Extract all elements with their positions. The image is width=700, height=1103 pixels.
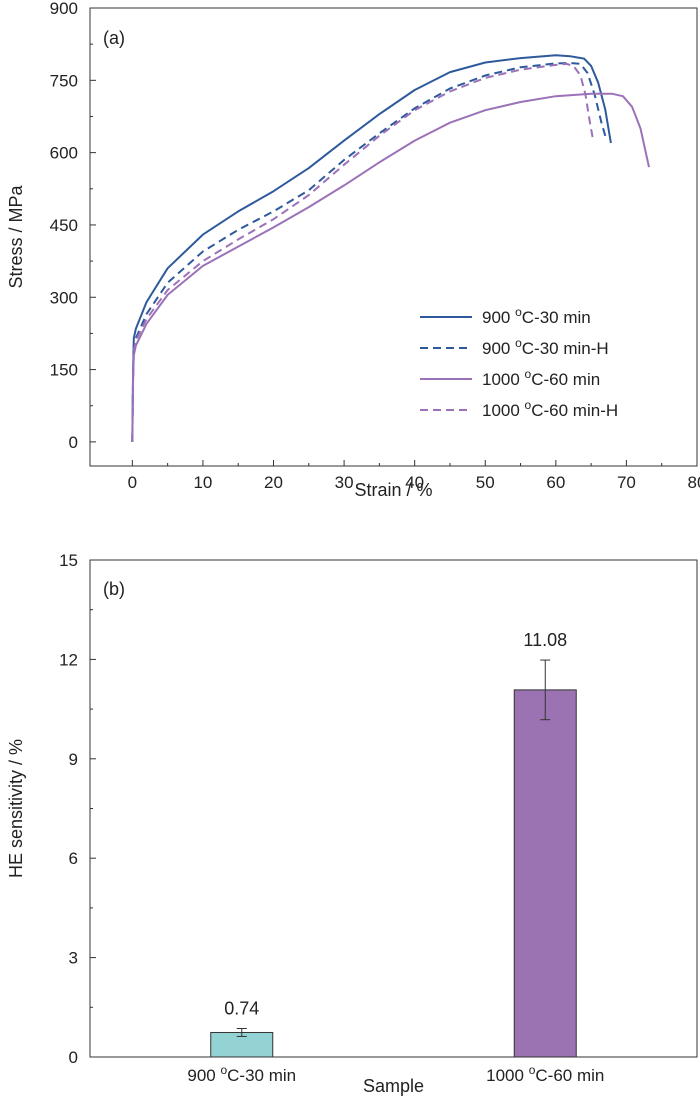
panel-b-category-label-1-part-0: 900 <box>187 1066 220 1085</box>
panel-a-x-tick-label: 50 <box>476 473 495 492</box>
panel-a-legend-label-3-part-1: o <box>525 367 532 381</box>
panel-a-legend-label-2-part-1: o <box>515 336 522 350</box>
panel-b-y-tick-label: 0 <box>69 1048 78 1067</box>
panel-a-legend-label-1-part-1: o <box>515 305 522 319</box>
panel-b-y-tick-label: 12 <box>59 650 78 669</box>
panel-a-legend-label-1-part-2: C-30 min <box>522 308 591 327</box>
panel-b-y-tick-label: 3 <box>69 949 78 968</box>
panel-b-category-label-2: 1000 oC-60 min <box>486 1063 604 1085</box>
panel-a-series <box>131 54 650 442</box>
panel-b-plot-frame <box>89 559 698 1058</box>
panel-b-value-label-1: 0.74 <box>224 999 259 1019</box>
panel-a-y-tick-label: 750 <box>50 71 78 90</box>
panel-a-y-axis-label: Stress / MPa <box>6 185 26 289</box>
panel-b-category-label-1-part-2: C-30 min <box>227 1066 296 1085</box>
panel-a-legend-label-4-part-1: o <box>525 398 532 412</box>
panel-b-label: (b) <box>103 579 125 599</box>
panel-a-legend-label-1: 900 oC-30 min <box>482 305 591 327</box>
panel-a-x-tick-label: 40 <box>405 473 424 492</box>
panel-a-ticks: 0 10 20 30 40 50 60 70 80 0 150 300 450 600 750 900 <box>50 0 700 492</box>
panel-a-legend-label-4-part-2: C-60 min-H <box>531 401 618 420</box>
panel-b-bar-2 <box>513 689 577 1058</box>
panel-a-x-tick-label: 70 <box>617 473 636 492</box>
panel-a-legend-label-4-part-0: 1000 <box>482 401 525 420</box>
panel-a-series-line-1 <box>131 54 612 442</box>
panel-a-y-tick-label: 600 <box>50 144 78 163</box>
panel-a-series-line-3 <box>131 92 650 442</box>
panel-b-category-label-1: 900 oC-30 min <box>187 1063 296 1085</box>
panel-b-category-label-2-part-0: 1000 <box>486 1066 529 1085</box>
panel-a-legend-label-1-part-0: 900 <box>482 308 515 327</box>
panel-a-x-tick-label: 10 <box>193 473 212 492</box>
panel-a-y-tick-label: 900 <box>50 0 78 18</box>
panel-a-legend-label-4: 1000 oC-60 min-H <box>482 398 618 420</box>
panel-b-bars: 0.74 11.08 <box>210 630 577 1058</box>
panel-b-category-label-2-part-1: o <box>529 1063 536 1077</box>
panel-a-legend-label-2-part-2: C-30 min-H <box>522 339 609 358</box>
panel-a-y-tick-label: 450 <box>50 216 78 235</box>
panel-a-label: (a) <box>103 28 125 48</box>
panel-b-y-tick-label: 6 <box>69 849 78 868</box>
panel-a-legend-label-3: 1000 oC-60 min <box>482 367 600 389</box>
panel-b-value-label-2: 11.08 <box>523 630 567 650</box>
panel-a-legend-label-2: 900 oC-30 min-H <box>482 336 609 358</box>
panel-a-x-tick-label: 30 <box>335 473 354 492</box>
panel-a-x-tick-label: 80 <box>688 473 700 492</box>
panel-a-x-tick-label: 0 <box>128 473 137 492</box>
panel-a-x-tick-label: 60 <box>546 473 565 492</box>
panel-a-series-line-4 <box>131 62 595 442</box>
panel-b-category-label-1-part-1: o <box>220 1063 227 1077</box>
panel-a-y-tick-label: 300 <box>50 288 78 307</box>
panel-b-x-axis-label: Sample <box>363 1076 424 1096</box>
panel-b-y-tick-label: 15 <box>59 551 78 570</box>
panel-a-legend-label-2-part-0: 900 <box>482 339 515 358</box>
panel-a-x-tick-label: 20 <box>264 473 283 492</box>
panel-a-legend-label-3-part-0: 1000 <box>482 370 525 389</box>
panel-a-stress-strain-chart: 0 10 20 30 40 50 60 70 80 0 150 300 450 600 750 900 (a)… <box>6 0 700 500</box>
panel-a-legend-label-3-part-2: C-60 min <box>531 370 600 389</box>
panel-a-plot-frame <box>89 7 698 467</box>
panel-b-y-axis-label: HE sensitivity / % <box>6 739 26 878</box>
panel-b-category-label-2-part-2: C-60 min <box>535 1066 604 1085</box>
panel-a-y-tick-label: 150 <box>50 361 78 380</box>
panel-a-series-line-2 <box>131 62 608 442</box>
panel-a-x-axis-label: Strain / % <box>354 480 432 500</box>
panel-b-y-tick-label: 9 <box>69 750 78 769</box>
panel-a-y-tick-label: 0 <box>69 433 78 452</box>
